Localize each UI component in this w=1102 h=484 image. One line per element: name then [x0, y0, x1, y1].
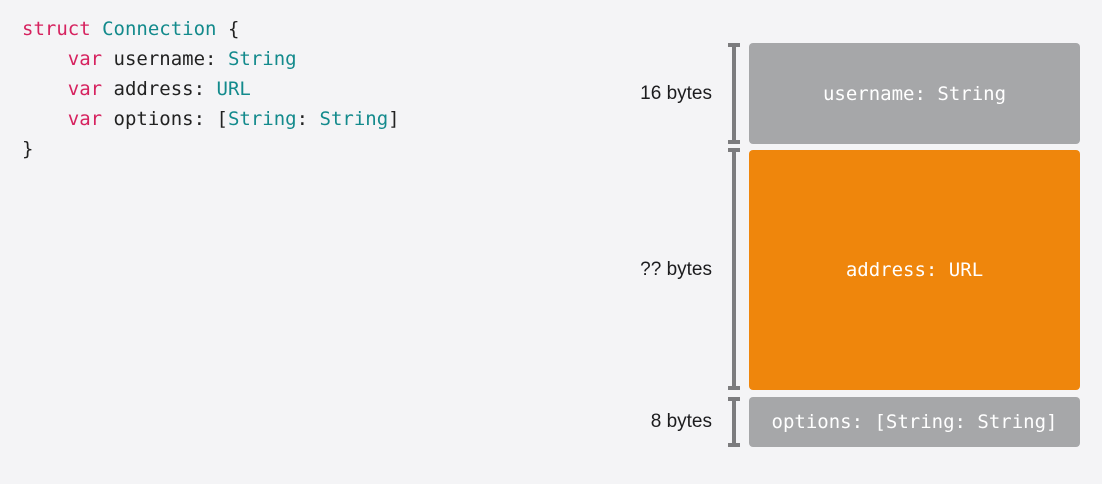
code-line: } [22, 134, 400, 164]
memory-block: username: String [749, 43, 1080, 144]
memory-block: options: [String: String] [749, 397, 1080, 447]
bracket-close: ] [388, 108, 400, 130]
size-bracket [728, 148, 740, 390]
code-line: var options: [String: String] [22, 104, 400, 134]
type-name: URL [216, 78, 251, 100]
code-listing: struct Connection { var username: String… [22, 14, 400, 164]
bracket-open: [ [216, 108, 228, 130]
code-line: var username: String [22, 44, 400, 74]
memory-block: address: URL [749, 150, 1080, 390]
brace: { [227, 18, 240, 40]
property: address: [113, 78, 206, 100]
keyword: var [67, 78, 103, 100]
property: options: [113, 108, 206, 130]
code-line: var address: URL [22, 74, 400, 104]
type-name: String [227, 48, 297, 70]
colon: : [296, 108, 309, 130]
size-label: ?? bytes [640, 259, 712, 280]
property: username: [113, 48, 217, 70]
brace: } [22, 138, 34, 160]
type-name: String [227, 108, 297, 130]
size-label: 16 bytes [640, 83, 712, 104]
size-bracket [728, 43, 740, 144]
size-label: 8 bytes [650, 411, 712, 432]
size-bracket [728, 397, 740, 447]
keyword: var [67, 48, 103, 70]
type-name: String [319, 108, 389, 130]
field-label: options: [String: String] [771, 411, 1058, 433]
keyword: var [67, 108, 103, 130]
field-label: username: String [822, 82, 1007, 105]
field-label: address: URL [845, 259, 984, 281]
type-name: Connection [102, 18, 217, 40]
keyword: struct [22, 18, 91, 40]
code-line: struct Connection { [22, 14, 400, 44]
